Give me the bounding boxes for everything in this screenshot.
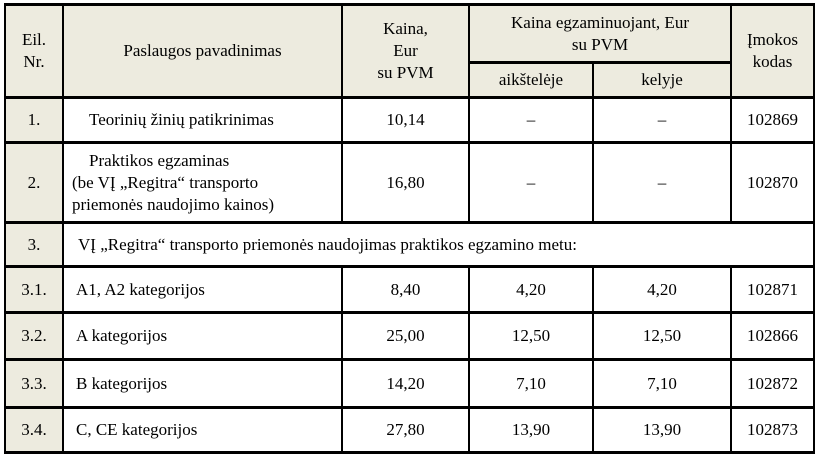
price-kelyje-cell: 7,10 [592, 358, 732, 409]
table-row: 3.2. A kategorijos 25,00 12,50 12,50 102… [4, 311, 815, 361]
header-row-1: Eil. Nr. Paslaugos pavadinimas Kaina, Eu… [4, 3, 815, 99]
price-cell: 10,14 [341, 96, 470, 144]
price-aiksteleje-cell: – [468, 96, 594, 144]
row-number-cell: 3. [4, 221, 64, 268]
table-body: 1. Teorinių žinių patikrinimas 10,14 – –… [4, 96, 815, 454]
service-name-cell: Praktikos egzaminas (be VĮ „Regitra“ tra… [62, 141, 343, 224]
price-kelyje-cell: 12,50 [592, 311, 732, 361]
table-row: 3. VĮ „Regitra“ transporto priemonės nau… [4, 221, 815, 268]
table-row: 1. Teorinių žinių patikrinimas 10,14 – –… [4, 96, 815, 144]
service-name-cell: C, CE kategorijos [62, 406, 343, 454]
row-number-cell: 3.3. [4, 358, 64, 409]
col-header-imokos-kodas: Įmokos kodas [730, 3, 815, 99]
price-cell: 8,40 [341, 265, 470, 314]
price-kelyje-cell: – [592, 96, 732, 144]
service-name-cell: Teorinių žinių patikrinimas [62, 96, 343, 144]
row-number-cell: 2. [4, 141, 64, 224]
price-aiksteleje-cell: 13,90 [468, 406, 594, 454]
row-number-cell: 3.2. [4, 311, 64, 361]
col-header-kaina-egzaminuojant: Kaina egzaminuojant, Eur su PVM [468, 3, 732, 64]
table-row: 3.4. C, CE kategorijos 27,80 13,90 13,90… [4, 406, 815, 454]
header-row-2: aikštelėje kelyje [5, 61, 814, 99]
col-header-aiksteleje: aikštelėje [468, 61, 594, 99]
price-cell: 25,00 [341, 311, 470, 361]
exam-price-table: Eil. Nr. Paslaugos pavadinimas Kaina, Eu… [4, 3, 815, 454]
price-aiksteleje-cell: 4,20 [468, 265, 594, 314]
service-name-cell: A1, A2 kategorijos [62, 265, 343, 314]
price-kelyje-cell: 4,20 [592, 265, 732, 314]
row-number-cell: 1. [4, 96, 64, 144]
price-cell: 27,80 [341, 406, 470, 454]
price-kelyje-cell: 13,90 [592, 406, 732, 454]
service-name-cell: A kategorijos [62, 311, 343, 361]
price-aiksteleje-cell: 12,50 [468, 311, 594, 361]
col-header-paslaugos-pavadinimas: Paslaugos pavadinimas [62, 3, 343, 99]
price-aiksteleje-cell: 7,10 [468, 358, 594, 409]
price-kelyje-cell: – [592, 141, 732, 224]
price-aiksteleje-cell: – [468, 141, 594, 224]
price-cell: 14,20 [341, 358, 470, 409]
col-header-kelyje: kelyje [592, 61, 732, 99]
payment-code-cell: 102871 [730, 265, 815, 314]
payment-code-cell: 102866 [730, 311, 815, 361]
payment-code-cell: 102869 [730, 96, 815, 144]
col-header-eil-nr: Eil. Nr. [4, 3, 64, 99]
service-name-cell: B kategorijos [62, 358, 343, 409]
table-row: 3.1. A1, A2 kategorijos 8,40 4,20 4,20 1… [4, 265, 815, 314]
col-header-kaina: Kaina, Eur su PVM [341, 3, 470, 99]
row-number-cell: 3.1. [4, 265, 64, 314]
payment-code-cell: 102872 [730, 358, 815, 409]
table-row: 2. Praktikos egzaminas (be VĮ „Regitra“ … [4, 141, 815, 224]
payment-code-cell: 102870 [730, 141, 815, 224]
payment-code-cell: 102873 [730, 406, 815, 454]
table-row: 3.3. B kategorijos 14,20 7,10 7,10 10287… [4, 358, 815, 409]
section-title-cell: VĮ „Regitra“ transporto priemonės naudoj… [62, 221, 815, 268]
price-cell: 16,80 [341, 141, 470, 224]
table-header: Eil. Nr. Paslaugos pavadinimas Kaina, Eu… [4, 3, 815, 99]
row-number-cell: 3.4. [4, 406, 64, 454]
